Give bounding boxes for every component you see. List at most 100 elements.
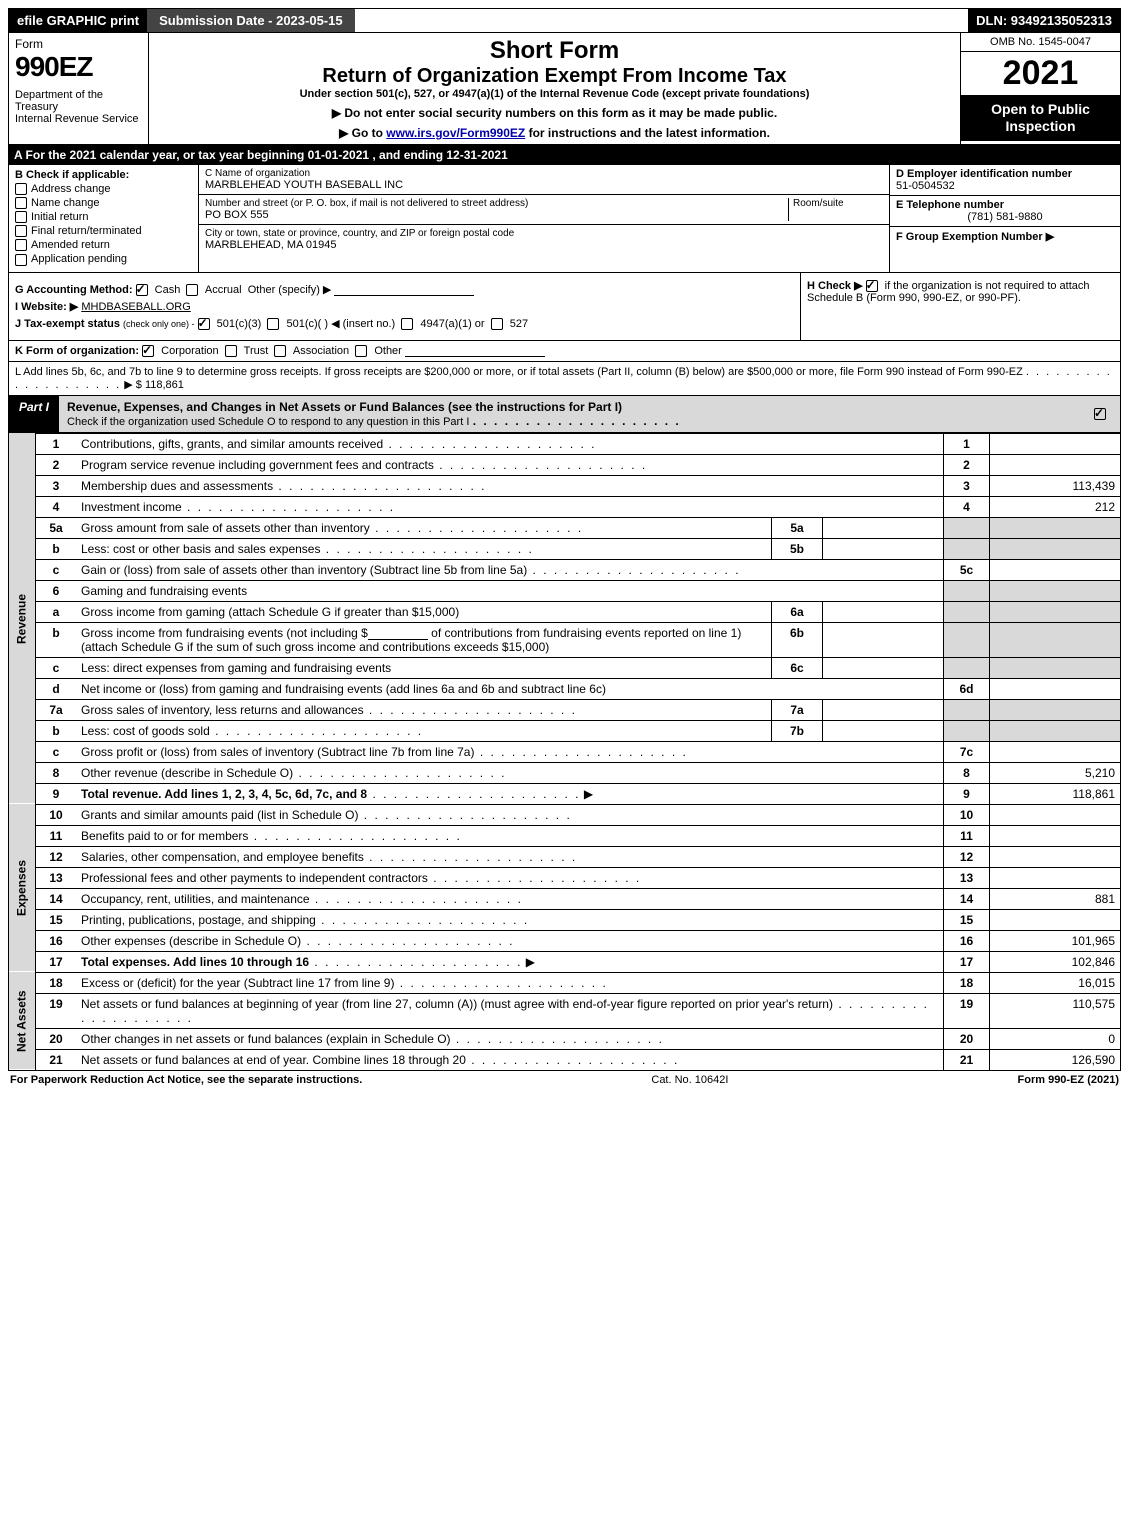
table-row: 6 Gaming and fundraising events <box>9 580 1121 601</box>
website-value[interactable]: MHDBASEBALL.ORG <box>81 301 190 313</box>
other-org-blank[interactable] <box>405 356 545 357</box>
table-row: 19 Net assets or fund balances at beginn… <box>9 993 1121 1028</box>
other-specify-blank[interactable] <box>334 295 474 296</box>
table-row: c Gain or (loss) from sale of assets oth… <box>9 559 1121 580</box>
chk-amended-return[interactable]: Amended return <box>15 239 192 251</box>
j-label: J Tax-exempt status <box>15 318 120 330</box>
section-l: L Add lines 5b, 6c, and 7b to line 9 to … <box>8 362 1121 396</box>
checkbox-icon <box>15 239 27 251</box>
chk-4947[interactable] <box>401 318 413 330</box>
k-label: K Form of organization: <box>15 345 139 357</box>
part1-subtitle: Check if the organization used Schedule … <box>67 416 469 428</box>
part1-table: Revenue 1 Contributions, gifts, grants, … <box>8 433 1121 1071</box>
chk-schedule-b[interactable] <box>866 280 878 292</box>
l-text: L Add lines 5b, 6c, and 7b to line 9 to … <box>15 366 1023 378</box>
chk-name-change[interactable]: Name change <box>15 197 192 209</box>
chk-other-org[interactable] <box>355 345 367 357</box>
footer-form-id: Form 990-EZ (2021) <box>1018 1074 1119 1086</box>
tel-label: E Telephone number <box>896 199 1004 211</box>
chk-association[interactable] <box>274 345 286 357</box>
line-i: I Website: ▶ MHDBASEBALL.ORG <box>15 300 794 313</box>
org-name-row: C Name of organization MARBLEHEAD YOUTH … <box>199 165 889 195</box>
chk-application-pending[interactable]: Application pending <box>15 253 192 265</box>
chk-501c3[interactable] <box>198 318 210 330</box>
i-label: I Website: ▶ <box>15 301 78 313</box>
table-row: 17 Total expenses. Add lines 10 through … <box>9 951 1121 972</box>
row-a-tax-year: A For the 2021 calendar year, or tax yea… <box>8 145 1121 165</box>
form-number: 990EZ <box>15 51 142 83</box>
ein-label: D Employer identification number <box>896 168 1072 180</box>
table-row: c Gross profit or (loss) from sales of i… <box>9 741 1121 762</box>
chk-trust[interactable] <box>225 345 237 357</box>
under-section: Under section 501(c), 527, or 4947(a)(1)… <box>157 88 952 100</box>
header-right: OMB No. 1545-0047 2021 Open to Public In… <box>960 33 1120 144</box>
g-label: G Accounting Method: <box>15 284 133 296</box>
col-c-org-info: C Name of organization MARBLEHEAD YOUTH … <box>199 165 890 272</box>
table-row: 4 Investment income 4 212 <box>9 496 1121 517</box>
instr-goto-post: for instructions and the latest informat… <box>525 126 770 140</box>
efile-print-label[interactable]: efile GRAPHIC print <box>9 9 147 32</box>
line-g: G Accounting Method: Cash Accrual Other … <box>15 283 794 296</box>
line-j: J Tax-exempt status (check only one) - 5… <box>15 317 794 330</box>
form-word: Form <box>15 37 142 51</box>
l-arrow: ▶ $ <box>124 379 142 391</box>
chk-501c[interactable] <box>267 318 279 330</box>
city-label: City or town, state or province, country… <box>205 228 883 239</box>
chk-initial-return[interactable]: Initial return <box>15 211 192 223</box>
part1-title-row: Revenue, Expenses, and Changes in Net As… <box>59 396 1120 432</box>
header-left: Form 990EZ Department of the Treasury In… <box>9 33 149 144</box>
side-label-expenses: Expenses <box>9 804 36 972</box>
omb-number: OMB No. 1545-0047 <box>961 33 1120 52</box>
table-row: 5a Gross amount from sale of assets othe… <box>9 517 1121 538</box>
open-to-public: Open to Public Inspection <box>961 95 1120 141</box>
return-title: Return of Organization Exempt From Incom… <box>157 65 952 88</box>
table-row: 15 Printing, publications, postage, and … <box>9 909 1121 930</box>
part1-label: Part I <box>9 396 59 432</box>
chk-schedule-o-part1[interactable] <box>1094 408 1106 420</box>
tel-value: (781) 581-9880 <box>896 211 1114 223</box>
chk-address-change[interactable]: Address change <box>15 183 192 195</box>
room-suite-label: Room/suite <box>788 198 883 221</box>
irs-link[interactable]: www.irs.gov/Form990EZ <box>386 126 525 140</box>
l-value: 118,861 <box>145 379 184 391</box>
table-row: 7a Gross sales of inventory, less return… <box>9 699 1121 720</box>
chk-final-return[interactable]: Final return/terminated <box>15 225 192 237</box>
section-ghij: G Accounting Method: Cash Accrual Other … <box>8 273 1121 341</box>
col-b-label: B Check if applicable: <box>15 169 129 181</box>
chk-corporation[interactable] <box>142 345 154 357</box>
chk-cash[interactable] <box>136 284 148 296</box>
part1-title: Revenue, Expenses, and Changes in Net As… <box>67 400 622 414</box>
instr-ssn: ▶ Do not enter social security numbers o… <box>157 106 952 120</box>
table-row: c Less: direct expenses from gaming and … <box>9 657 1121 678</box>
org-name: MARBLEHEAD YOUTH BASEBALL INC <box>205 179 883 191</box>
submission-date: Submission Date - 2023-05-15 <box>147 9 355 32</box>
table-row: Revenue 1 Contributions, gifts, grants, … <box>9 433 1121 454</box>
city-value: MARBLEHEAD, MA 01945 <box>205 239 883 251</box>
table-row: 12 Salaries, other compensation, and emp… <box>9 846 1121 867</box>
page-footer: For Paperwork Reduction Act Notice, see … <box>8 1071 1121 1086</box>
form-header: Form 990EZ Department of the Treasury In… <box>8 33 1121 145</box>
group-exemption-row: F Group Exemption Number ▶ <box>890 227 1120 246</box>
table-row: b Less: cost of goods sold 7b <box>9 720 1121 741</box>
part1-header: Part I Revenue, Expenses, and Changes in… <box>8 396 1121 433</box>
table-row: 14 Occupancy, rent, utilities, and maint… <box>9 888 1121 909</box>
street-label: Number and street (or P. O. box, if mail… <box>205 198 788 209</box>
table-row: 13 Professional fees and other payments … <box>9 867 1121 888</box>
table-row: Net Assets 18 Excess or (deficit) for th… <box>9 972 1121 993</box>
col-b-checkboxes: B Check if applicable: Address change Na… <box>9 165 199 272</box>
side-label-net-assets: Net Assets <box>9 972 36 1070</box>
footer-cat-no: Cat. No. 10642I <box>362 1074 1017 1086</box>
table-row: 9 Total revenue. Add lines 1, 2, 3, 4, 5… <box>9 783 1121 804</box>
table-row: a Gross income from gaming (attach Sched… <box>9 601 1121 622</box>
col-d-identifiers: D Employer identification number 51-0504… <box>890 165 1120 272</box>
table-row: 11 Benefits paid to or for members 11 <box>9 825 1121 846</box>
table-row: 8 Other revenue (describe in Schedule O)… <box>9 762 1121 783</box>
ein-row: D Employer identification number 51-0504… <box>890 165 1120 196</box>
chk-accrual[interactable] <box>186 284 198 296</box>
footer-left: For Paperwork Reduction Act Notice, see … <box>10 1074 362 1086</box>
group-label: F Group Exemption Number ▶ <box>896 231 1054 243</box>
chk-527[interactable] <box>491 318 503 330</box>
table-row: b Less: cost or other basis and sales ex… <box>9 538 1121 559</box>
checkbox-icon <box>15 211 27 223</box>
side-label-revenue: Revenue <box>9 433 36 804</box>
